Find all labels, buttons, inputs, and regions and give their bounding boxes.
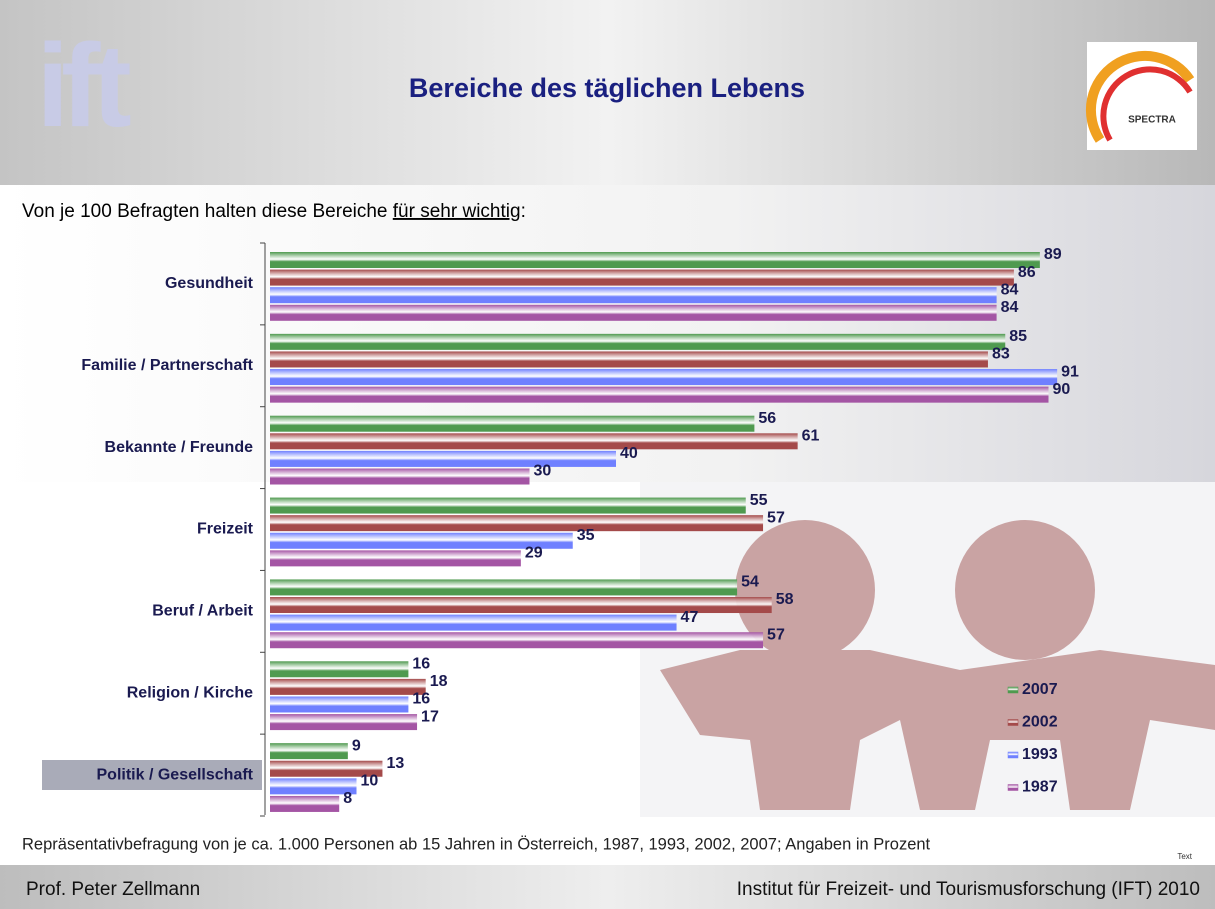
value-label: 54	[741, 574, 759, 591]
value-label: 16	[412, 691, 430, 708]
subtitle-emphasis: für sehr wichtig	[393, 201, 521, 222]
bar	[270, 433, 798, 449]
y-tick-label: Gesundheit	[165, 275, 254, 292]
value-label: 91	[1061, 363, 1079, 380]
value-label: 9	[352, 737, 361, 754]
bar	[270, 351, 988, 367]
value-label: 16	[412, 656, 430, 673]
value-label: 17	[421, 708, 439, 725]
value-label: 55	[750, 492, 768, 509]
logo-left: ift	[36, 20, 130, 152]
bar	[270, 387, 1049, 403]
bar	[270, 369, 1057, 385]
subtitle-part: Von je 100 Befragten halten diese Bereic…	[22, 201, 393, 222]
bar	[270, 451, 616, 467]
bar	[270, 796, 339, 812]
legend-label: 1993	[1022, 746, 1058, 763]
value-label: 85	[1009, 328, 1027, 345]
value-label: 58	[776, 591, 794, 608]
bar	[270, 515, 763, 531]
title: Bereiche des täglichen Lebens	[409, 73, 805, 103]
value-label: 18	[430, 673, 448, 690]
y-tick-label: Politik / Gesellschaft	[97, 766, 254, 783]
value-label: 61	[802, 428, 820, 445]
logo-right: SPECTRA	[1128, 115, 1176, 126]
bar	[270, 696, 408, 712]
value-label: 29	[525, 545, 543, 562]
bar	[270, 498, 746, 514]
y-tick-label: Religion / Kirche	[127, 684, 253, 701]
legend-label: 2002	[1022, 714, 1058, 731]
legend-swatch	[1008, 752, 1018, 758]
value-label: 56	[758, 410, 776, 427]
value-label: 57	[767, 509, 785, 526]
y-tick-label: Beruf / Arbeit	[152, 603, 253, 620]
value-label: 30	[534, 463, 552, 480]
bar	[270, 334, 1005, 350]
value-label: 40	[620, 445, 638, 462]
value-label: 35	[577, 527, 595, 544]
value-label: 84	[1001, 281, 1019, 298]
footer-right: Institut für Freizeit- und Tourismusfors…	[737, 879, 1200, 900]
bar	[270, 469, 530, 485]
legend-swatch	[1008, 720, 1018, 726]
corner-text: Text	[1177, 852, 1192, 861]
subtitle-part: :	[521, 201, 526, 222]
bar	[270, 270, 1014, 286]
bar	[270, 615, 677, 631]
bar	[270, 714, 417, 730]
legend-swatch	[1008, 687, 1018, 693]
y-tick-label: Bekannte / Freunde	[105, 439, 254, 456]
bar	[270, 632, 763, 648]
value-label: 8	[343, 790, 352, 807]
bar	[270, 252, 1040, 268]
y-tick-label: Freizeit	[197, 521, 254, 538]
bar	[270, 743, 348, 759]
bar	[270, 661, 408, 677]
footer-left: Prof. Peter Zellmann	[26, 879, 200, 900]
bar	[270, 305, 997, 321]
bar	[270, 287, 997, 303]
value-label: 57	[767, 626, 785, 643]
legend-swatch	[1008, 785, 1018, 791]
value-label: 89	[1044, 246, 1062, 263]
value-label: 47	[681, 609, 699, 626]
bar	[270, 416, 754, 432]
bar	[270, 550, 521, 566]
value-label: 83	[992, 346, 1010, 363]
subtitle: Von je 100 Befragten halten diese Bereic…	[22, 201, 526, 222]
value-label: 84	[1001, 299, 1019, 316]
slide: ift SPECTRA Bereiche des täglichen Leben…	[0, 0, 1215, 909]
legend-label: 2007	[1022, 681, 1058, 698]
y-tick-label: Familie / Partnerschaft	[81, 357, 253, 374]
value-label: 90	[1053, 381, 1071, 398]
value-label: 86	[1018, 264, 1036, 281]
value-label: 10	[361, 773, 379, 790]
note: Repräsentativbefragung von je ca. 1.000 …	[22, 835, 931, 853]
bar	[270, 679, 426, 695]
legend-label: 1987	[1022, 779, 1058, 796]
bar	[270, 579, 737, 595]
value-label: 13	[386, 755, 404, 772]
